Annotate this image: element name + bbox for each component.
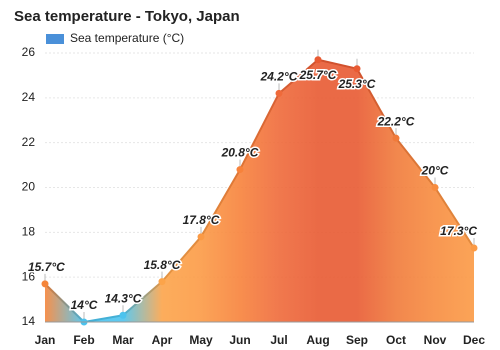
data-label: 20.8°C [221,146,259,160]
x-tick-label: Apr [152,333,173,347]
point [314,56,322,64]
point [197,233,205,241]
x-tick-label: May [189,333,213,347]
point [119,311,127,319]
line-segment [278,58,319,95]
area-segment [435,187,474,322]
x-tick-label: Nov [424,333,447,347]
point [392,134,400,142]
area-segment [162,236,201,322]
line-segment [83,314,124,323]
data-label: 25.3°C [338,77,376,91]
data-label: 14.3°C [105,291,142,305]
data-label: 22.2°C [377,114,415,128]
x-tick-label: Sep [346,333,368,347]
x-tick-label: Jun [229,333,250,347]
legend-label: Sea temperature (°C) [70,31,184,45]
data-label: 24.2°C [260,70,298,84]
y-tick-label: 14 [22,314,36,328]
line-segment [239,92,280,171]
area-segment [396,138,435,322]
x-tick-label: Dec [463,333,485,347]
line-segment [122,280,163,317]
line-segment [434,186,475,249]
line-segment [44,283,85,323]
x-tick-label: Mar [112,333,134,347]
legend-swatch [46,34,64,44]
data-label: 20°C [421,164,449,178]
point [41,280,49,288]
data-label: 17.8°C [183,213,220,227]
x-tick-label: Oct [386,333,406,347]
data-label: 15.8°C [144,258,181,272]
data-label: 14°C [71,298,98,312]
line-segment [161,236,202,283]
line-segment [200,169,241,238]
data-label: 25.7°C [299,68,337,82]
y-tick-label: 16 [22,269,36,283]
x-tick-label: Jul [270,333,287,347]
x-tick-label: Feb [73,333,94,347]
line-segment [356,68,397,139]
point [353,65,361,73]
area-segment [318,59,357,322]
area-segment [201,169,240,322]
point [431,184,439,191]
area-segment [279,59,318,322]
line-segment [395,137,436,189]
y-tick-label: 22 [22,135,36,149]
data-label: 15.7°C [28,260,65,274]
data-label: 17.3°C [440,224,477,238]
x-tick-label: Aug [306,333,329,347]
y-tick-label: 26 [22,45,36,59]
area-segment [357,68,396,322]
point [158,278,166,286]
y-tick-label: 18 [22,225,36,239]
point [236,166,244,174]
line-segment [317,58,358,70]
y-tick-label: 20 [22,180,36,194]
x-tick-label: Jan [35,333,56,347]
area-segment [123,281,162,322]
chart-title: Sea temperature - Tokyo, Japan [14,8,240,25]
point [275,89,283,97]
legend: Sea temperature (°C) [46,31,184,45]
point [470,244,478,252]
y-tick-label: 24 [22,90,36,104]
area-segment [240,93,279,322]
